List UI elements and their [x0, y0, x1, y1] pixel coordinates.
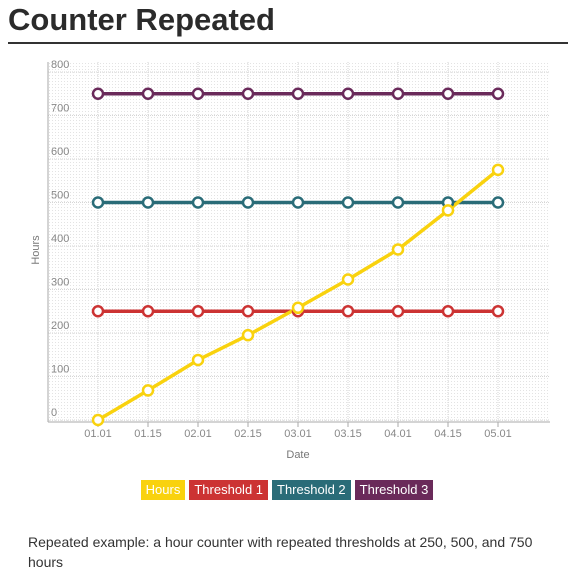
y-tick-label: 0: [51, 407, 57, 419]
data-point-threshold-2[interactable]: [141, 196, 155, 209]
chart-legend: Hours Threshold 1 Threshold 2 Threshold 3: [0, 480, 574, 500]
data-point-threshold-1[interactable]: [491, 305, 505, 318]
legend-item-threshold-3[interactable]: Threshold 3: [354, 480, 434, 500]
data-point-threshold-3[interactable]: [91, 87, 105, 100]
title-divider: [8, 42, 568, 44]
x-axis-label: Date: [286, 449, 309, 461]
y-axis-label: Hours: [30, 235, 42, 265]
data-point-threshold-2[interactable]: [491, 196, 505, 209]
x-tick-label: 01.01: [84, 428, 112, 440]
x-tick-label: 05.01: [484, 428, 512, 440]
x-tick-label: 03.15: [334, 428, 362, 440]
data-point-threshold-3[interactable]: [291, 87, 305, 100]
y-tick-label: 400: [51, 233, 69, 245]
y-tick-label: 700: [51, 103, 69, 115]
legend-item-hours[interactable]: Hours: [140, 480, 186, 500]
data-point-hours[interactable]: [391, 243, 405, 256]
data-point-threshold-1[interactable]: [191, 305, 205, 318]
data-point-threshold-1[interactable]: [141, 305, 155, 318]
y-tick-label: 200: [51, 320, 69, 332]
data-point-threshold-3[interactable]: [191, 87, 205, 100]
x-tick-label: 04.15: [434, 428, 462, 440]
data-point-threshold-1[interactable]: [341, 305, 355, 318]
x-tick-label: 01.15: [134, 428, 162, 440]
axes: [47, 62, 550, 427]
data-point-hours[interactable]: [91, 413, 105, 427]
x-tick-label: 03.01: [284, 428, 312, 440]
chart-caption: Repeated example: a hour counter with re…: [28, 534, 533, 570]
data-point-threshold-3[interactable]: [241, 87, 255, 100]
data-point-threshold-3[interactable]: [341, 87, 355, 100]
plot-background: [48, 62, 550, 422]
x-tick-label: 04.01: [384, 428, 412, 440]
page-title: Counter Repeated: [8, 2, 275, 37]
data-point-hours[interactable]: [141, 384, 155, 397]
data-point-threshold-2[interactable]: [291, 196, 305, 209]
data-point-threshold-2[interactable]: [191, 196, 205, 209]
y-tick-label: 600: [51, 146, 69, 158]
y-tick-label: 300: [51, 277, 69, 289]
grid-lines: [48, 62, 550, 422]
data-point-threshold-3[interactable]: [391, 87, 405, 100]
y-tick-label: 800: [51, 59, 69, 71]
data-point-threshold-2[interactable]: [91, 196, 105, 209]
data-point-threshold-1[interactable]: [91, 305, 105, 318]
data-point-threshold-3[interactable]: [441, 87, 455, 100]
data-point-hours[interactable]: [441, 204, 455, 217]
tick-labels: 0 100 200 300 400 500 600 700 800 01.01 01.15 02.01…: [51, 59, 512, 440]
y-tick-label: 100: [51, 364, 69, 376]
data-point-threshold-2[interactable]: [241, 196, 255, 209]
data-point-threshold-3[interactable]: [491, 87, 505, 100]
chart-svg: 0 100 200 300 400 500 600 700 800 01.01 01.15 02.01…: [30, 59, 550, 461]
data-point-threshold-1[interactable]: [241, 305, 255, 318]
data-point-threshold-3[interactable]: [141, 87, 155, 100]
series-points: [91, 87, 505, 427]
x-tick-label: 02.01: [184, 428, 212, 440]
data-point-hours[interactable]: [291, 301, 305, 315]
legend-item-threshold-2[interactable]: Threshold 2: [272, 480, 351, 500]
data-point-hours[interactable]: [241, 328, 255, 342]
x-tick-label: 02.15: [234, 428, 262, 440]
legend-item-threshold-1[interactable]: Threshold 1: [189, 480, 269, 500]
data-point-threshold-1[interactable]: [391, 305, 405, 318]
data-point-threshold-1[interactable]: [441, 305, 455, 318]
data-point-hours[interactable]: [191, 353, 205, 367]
y-tick-label: 500: [51, 190, 69, 202]
data-point-threshold-2[interactable]: [391, 196, 405, 209]
data-point-threshold-2[interactable]: [341, 196, 355, 209]
data-point-hours[interactable]: [341, 273, 355, 286]
line-chart: 0 100 200 300 400 500 600 700 800 01.01 01.15 02.01…: [0, 50, 574, 470]
data-point-hours[interactable]: [491, 163, 505, 177]
